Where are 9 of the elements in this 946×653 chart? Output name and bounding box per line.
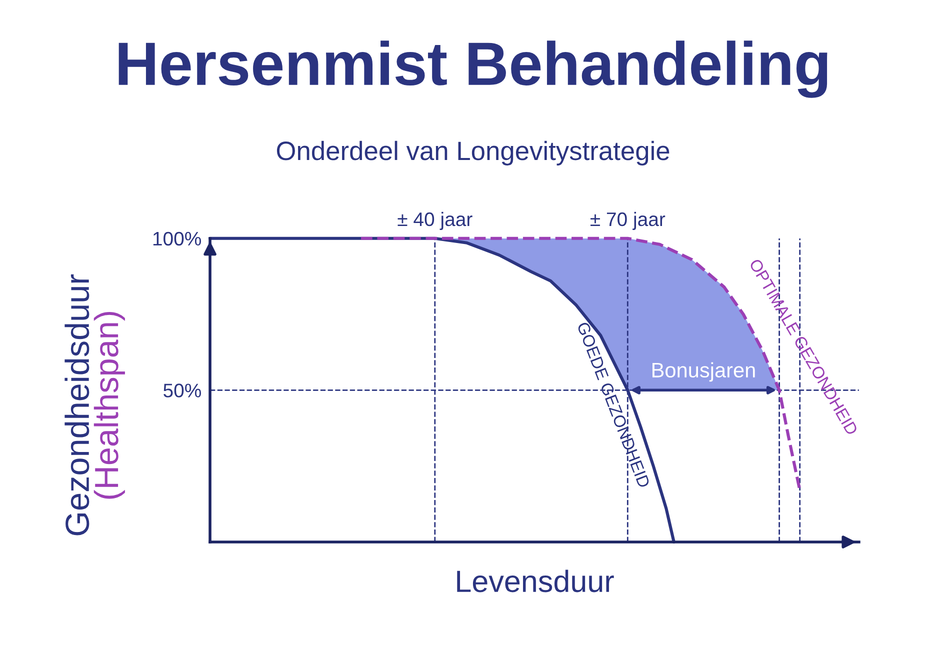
x-axis-title: Levensduur bbox=[457, 570, 614, 592]
y-axis-title: Gezondheidsduur (Healthspan) bbox=[64, 274, 125, 536]
annotation: Bonusjaren bbox=[652, 362, 755, 382]
y-tick-label: 50% bbox=[164, 384, 201, 398]
chart-subtitle: Onderdeel van Longevitystrategie bbox=[276, 140, 670, 166]
y-tick-label: 100% bbox=[153, 232, 201, 246]
x-tick-label: ± 70 jaar bbox=[590, 212, 666, 230]
x-tick-label: ± 40 jaar bbox=[398, 212, 472, 230]
chart-title: Hersenmist Behandeling bbox=[118, 40, 828, 98]
